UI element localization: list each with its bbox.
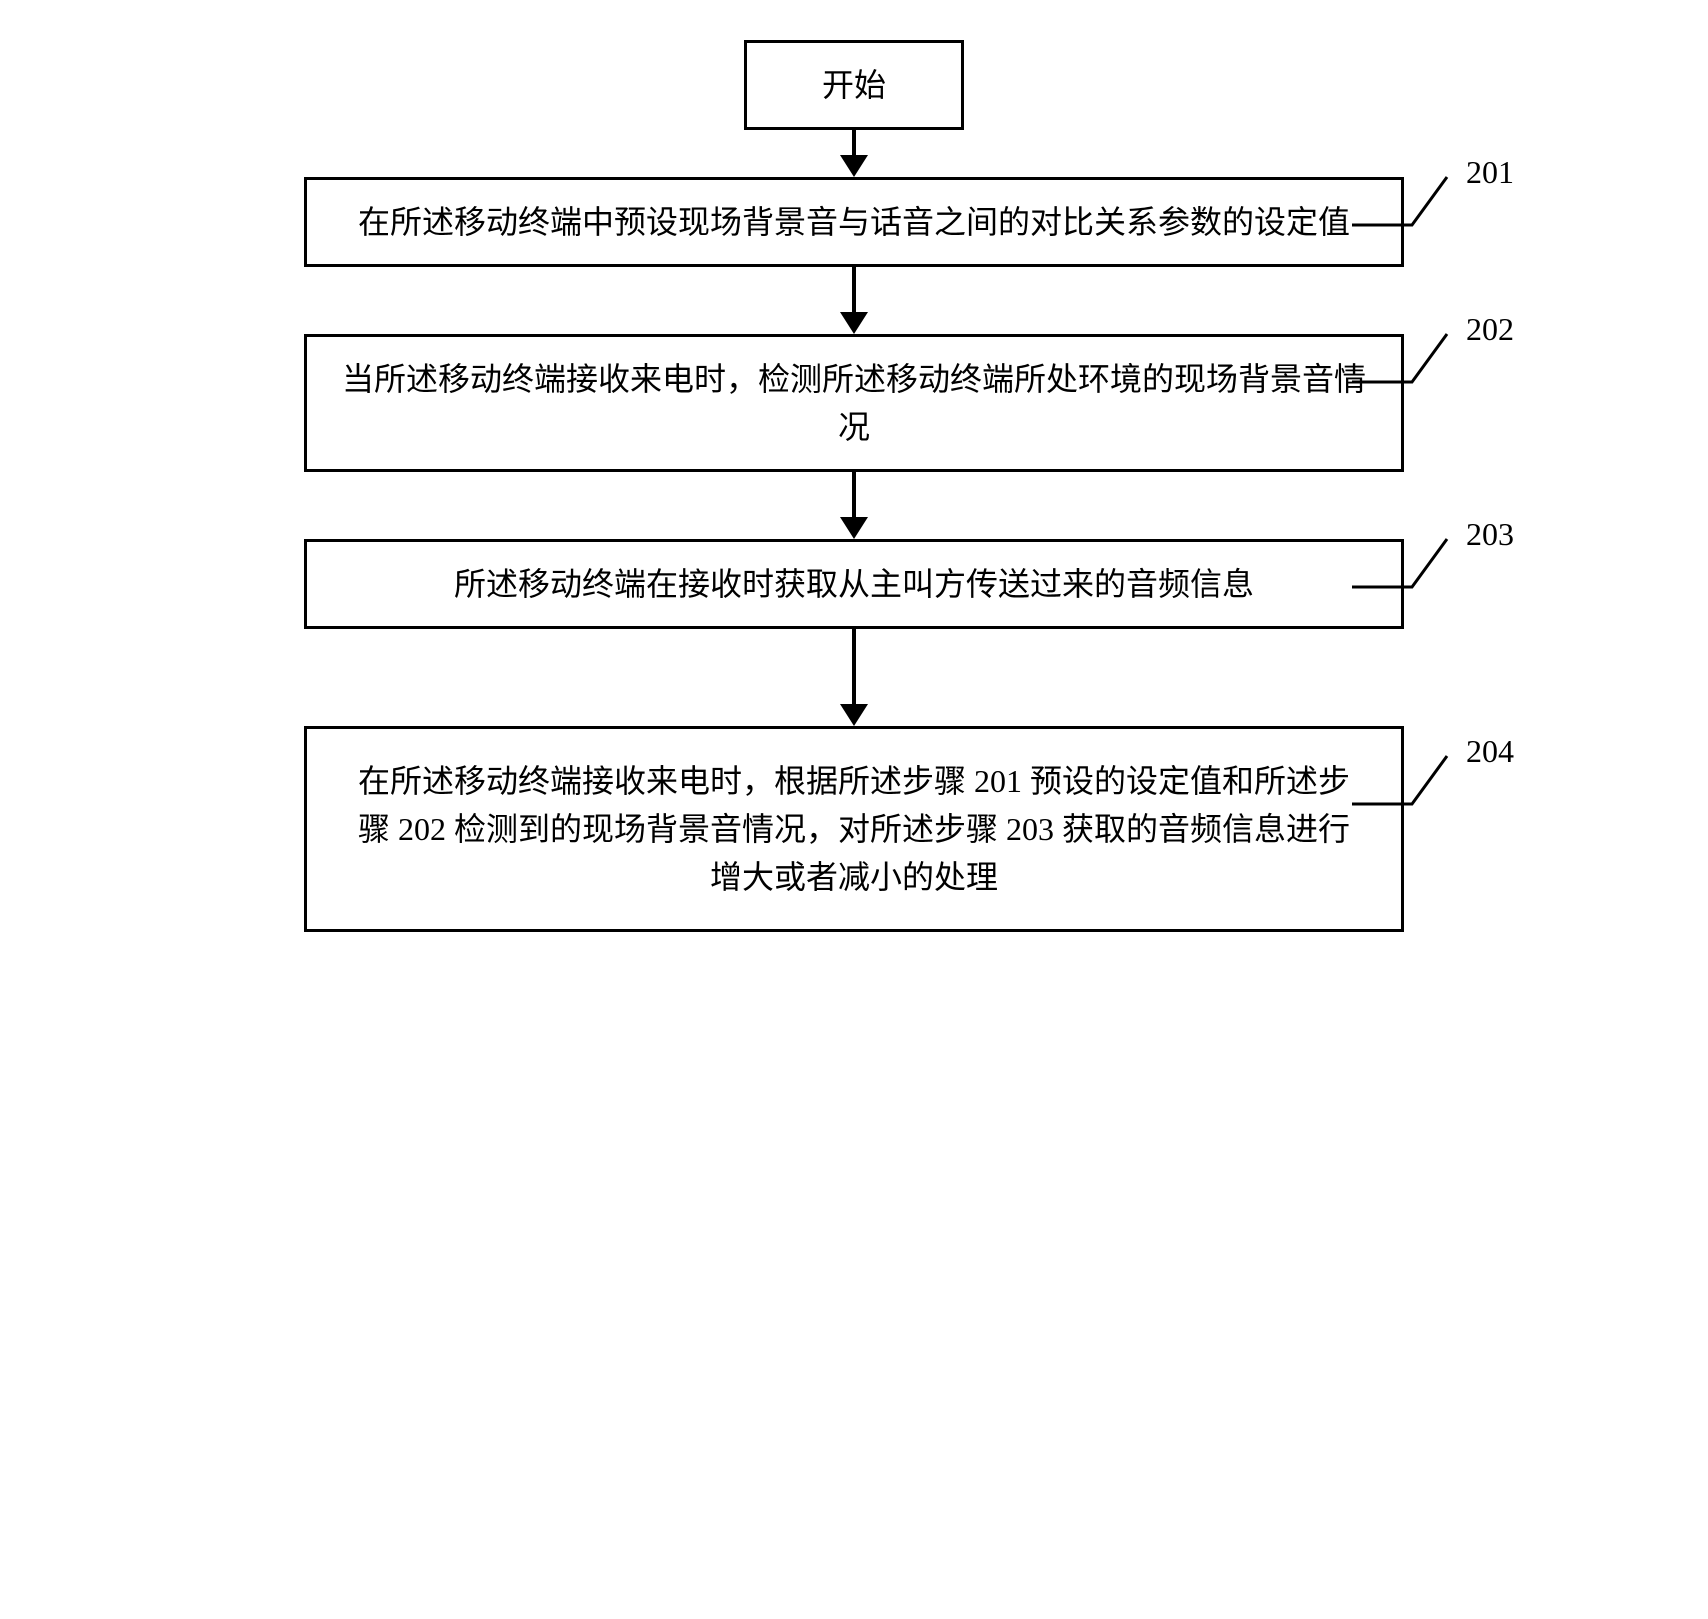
label-202: 202: [1466, 311, 1514, 348]
callout-line-icon: [1352, 746, 1462, 806]
label-203-callout: 203: [1352, 529, 1514, 589]
arrow-3: [154, 472, 1554, 539]
label-202-callout: 202: [1352, 324, 1514, 384]
label-203: 203: [1466, 516, 1514, 553]
step-202-row: 当所述移动终端接收来电时，检测所述移动终端所处环境的现场背景音情况 202: [154, 334, 1554, 472]
callout-line-icon: [1352, 167, 1462, 227]
arrow-4: [154, 629, 1554, 726]
step-203-row: 所述移动终端在接收时获取从主叫方传送过来的音频信息 203: [154, 539, 1554, 629]
start-box-container: 开始: [154, 40, 1554, 130]
arrow-2: [154, 267, 1554, 334]
label-204-callout: 204: [1352, 746, 1514, 806]
callout-line-icon: [1352, 324, 1462, 384]
label-201-callout: 201: [1352, 167, 1514, 227]
step-201-row: 在所述移动终端中预设现场背景音与话音之间的对比关系参数的设定值 201: [154, 177, 1554, 267]
step-204-box: 在所述移动终端接收来电时，根据所述步骤 201 预设的设定值和所述步骤 202 …: [304, 726, 1404, 932]
label-204: 204: [1466, 733, 1514, 770]
step-204-row: 在所述移动终端接收来电时，根据所述步骤 201 预设的设定值和所述步骤 202 …: [154, 726, 1554, 932]
callout-line-icon: [1352, 529, 1462, 589]
start-box: 开始: [744, 40, 964, 130]
step-201-box: 在所述移动终端中预设现场背景音与话音之间的对比关系参数的设定值: [304, 177, 1404, 267]
start-row: 开始: [154, 40, 1554, 130]
step-202-box: 当所述移动终端接收来电时，检测所述移动终端所处环境的现场背景音情况: [304, 334, 1404, 472]
step-203-box: 所述移动终端在接收时获取从主叫方传送过来的音频信息: [304, 539, 1404, 629]
arrow-1: [154, 130, 1554, 177]
flowchart-container: 开始 在所述移动终端中预设现场背景音与话音之间的对比关系参数的设定值 201 当…: [154, 40, 1554, 932]
label-201: 201: [1466, 154, 1514, 191]
